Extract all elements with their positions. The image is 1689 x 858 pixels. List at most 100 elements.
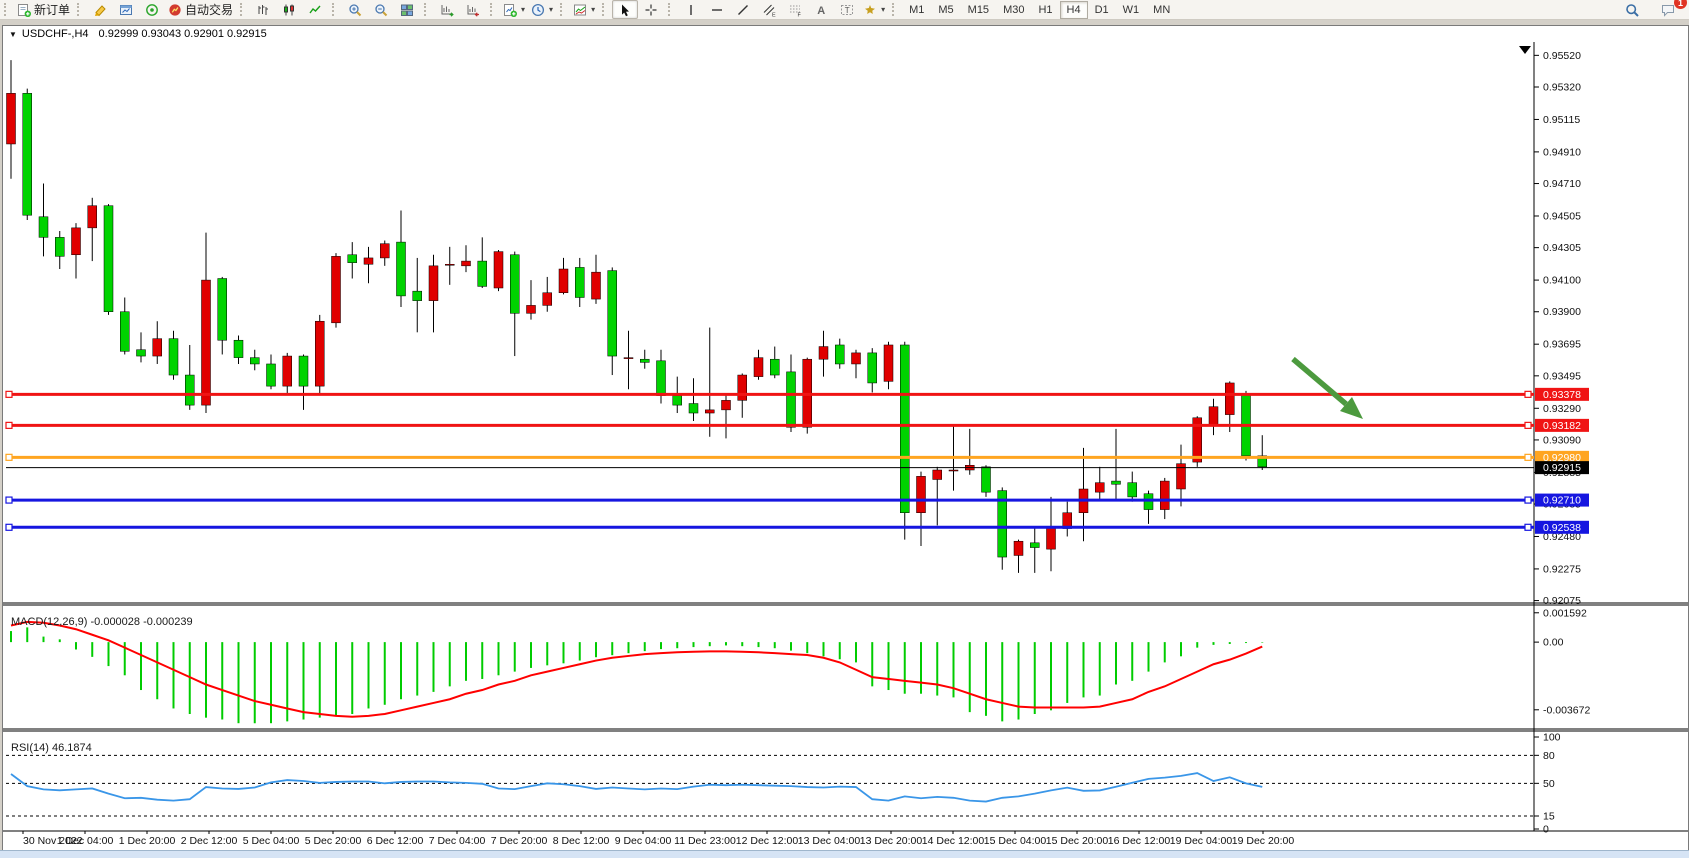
text-button[interactable]: A xyxy=(808,0,834,19)
candle-bearish xyxy=(103,205,114,312)
toolbar-group-handle[interactable] xyxy=(332,3,339,16)
annotation-arrow[interactable] xyxy=(1291,356,1363,419)
timeframe-button-m1[interactable]: M1 xyxy=(909,3,925,16)
line-chart-button[interactable] xyxy=(302,0,328,19)
chart-symbol-title: USDCHF-,H4 xyxy=(21,28,89,40)
zoom-in-button[interactable] xyxy=(342,0,368,19)
fibonacci-button[interactable]: F xyxy=(782,0,808,19)
timeframe-button-m30[interactable]: M30 xyxy=(1003,3,1025,16)
new-order-button[interactable]: 新订单 xyxy=(14,0,73,19)
candle-bearish xyxy=(575,267,585,298)
timeframe-button-m5[interactable]: M5 xyxy=(938,3,954,16)
level-right-marker[interactable] xyxy=(1524,390,1532,398)
chat-icon xyxy=(1662,4,1674,17)
time-tick-label: 2 Dec 12:00 xyxy=(181,835,238,847)
toolbar-group-handle[interactable] xyxy=(892,3,899,16)
hline-button[interactable] xyxy=(704,0,730,19)
rsi-value: 46.1874 xyxy=(51,742,92,754)
level-left-marker[interactable] xyxy=(5,453,13,461)
level-left-marker[interactable] xyxy=(5,523,13,531)
bar-chart-button[interactable] xyxy=(250,0,276,19)
candle-bearish xyxy=(185,374,195,406)
time-tick-label: 7 Dec 20:00 xyxy=(491,835,548,847)
chat-button[interactable]: 1 xyxy=(1655,0,1687,19)
level-right-marker[interactable] xyxy=(1524,421,1532,429)
channel-button[interactable]: E xyxy=(756,0,782,19)
price-chart-canvas[interactable]: 0.95520 0.95320 0.95115 0.94910 0.94710 0.945… xyxy=(3,42,1688,849)
rsi-panel: 100 80 50 150 xyxy=(6,732,1561,836)
time-tick-label: 9 Dec 04:00 xyxy=(615,835,672,847)
candle-bullish xyxy=(526,305,536,314)
timeframe-button-mn[interactable]: MN xyxy=(1153,3,1171,16)
dropdown-caret-icon: ▾ xyxy=(549,5,554,14)
highlighter-button[interactable] xyxy=(87,0,113,19)
signal-button[interactable] xyxy=(139,0,165,19)
new-chart-button[interactable]: ▾ xyxy=(500,0,528,19)
autotrade-icon xyxy=(169,3,181,16)
toolbar-group-handle[interactable] xyxy=(4,3,11,16)
candle-bullish xyxy=(705,409,715,414)
level-left-marker[interactable] xyxy=(5,496,13,504)
chart-shift-button[interactable] xyxy=(460,0,486,19)
profiles-clock-button[interactable]: ▾ xyxy=(528,0,556,19)
toolbar-group-handle[interactable] xyxy=(560,3,567,16)
signal-icon xyxy=(146,3,158,16)
toolbar-group-handle[interactable] xyxy=(240,3,247,16)
chart-shift-marker-icon[interactable] xyxy=(1519,46,1531,54)
timeframe-button-h4[interactable]: H4 xyxy=(1059,0,1088,19)
autotrade-button[interactable]: 自动交易 xyxy=(165,0,236,19)
price-tick-label: 0.93495 xyxy=(1543,370,1581,382)
candle-bullish xyxy=(201,279,211,406)
candle-bullish xyxy=(948,469,959,472)
toolbar-group-handle[interactable] xyxy=(77,3,84,16)
level-right-marker[interactable] xyxy=(1524,496,1532,504)
candle-bearish xyxy=(1030,542,1040,548)
toolbar-group-handle[interactable] xyxy=(668,3,675,16)
trendline-button[interactable] xyxy=(730,0,756,19)
macd-values: -0.000028 -0.000239 xyxy=(90,616,193,628)
candle-bearish xyxy=(412,290,422,301)
new-order-icon xyxy=(18,3,31,17)
search-button[interactable] xyxy=(1619,0,1645,19)
auto-scroll-button[interactable] xyxy=(434,0,460,19)
crosshair-button[interactable] xyxy=(638,0,664,19)
level-left-marker[interactable] xyxy=(5,421,13,429)
tile-windows-button[interactable] xyxy=(394,0,420,19)
arrows-button[interactable]: ▾ xyxy=(860,0,888,19)
level-right-marker[interactable] xyxy=(1524,523,1532,531)
time-tick-label: 5 Dec 04:00 xyxy=(243,835,300,847)
label-button[interactable]: T xyxy=(834,0,860,19)
candle-bullish xyxy=(445,264,455,266)
time-tick-label: 13 Dec 20:00 xyxy=(860,835,923,847)
chart-titlebar[interactable]: ▼ USDCHF-,H4 0.92999 0.93043 0.92901 0.9… xyxy=(3,26,1688,43)
candle-bullish xyxy=(1095,482,1105,493)
candle-bearish xyxy=(656,360,666,396)
zoom-out-button[interactable] xyxy=(368,0,394,19)
cursor-button[interactable] xyxy=(612,0,639,19)
indicators-button[interactable]: ▾ xyxy=(570,0,598,19)
new-chart-icon xyxy=(504,3,518,17)
level-left-marker[interactable] xyxy=(5,390,13,398)
chart-window: ▼ USDCHF-,H4 0.92999 0.93043 0.92901 0.9… xyxy=(2,25,1689,851)
candlestick-button[interactable] xyxy=(276,0,302,19)
timeframe-button-m15[interactable]: M15 xyxy=(967,3,990,16)
timeframe-button-d1[interactable]: D1 xyxy=(1094,3,1109,16)
macd-indicator-label: MACD(12,26,9) -0.000028 -0.000239 xyxy=(11,616,193,628)
level-right-marker[interactable] xyxy=(1524,453,1532,461)
profile-window-button[interactable] xyxy=(113,0,139,19)
toolbar-group-handle[interactable] xyxy=(424,3,431,16)
candle-bullish xyxy=(152,338,162,357)
timeframe-button-h1[interactable]: H1 xyxy=(1038,3,1053,16)
collapse-triangle-icon[interactable]: ▼ xyxy=(9,29,17,39)
svg-text:F: F xyxy=(798,12,802,17)
time-tick-label: 1 Dec 20:00 xyxy=(119,835,176,847)
toolbar-group-handle[interactable] xyxy=(490,3,497,16)
svg-text:T: T xyxy=(845,6,850,15)
vline-button[interactable] xyxy=(678,0,704,19)
toolbar-group-handle[interactable] xyxy=(602,3,609,16)
timeframe-button-w1[interactable]: W1 xyxy=(1122,3,1140,16)
candle-bullish xyxy=(1046,526,1056,550)
price-tick-label: 0.92275 xyxy=(1543,563,1581,575)
chart-ohlc-readout: 0.92999 0.93043 0.92901 0.92915 xyxy=(98,28,267,40)
